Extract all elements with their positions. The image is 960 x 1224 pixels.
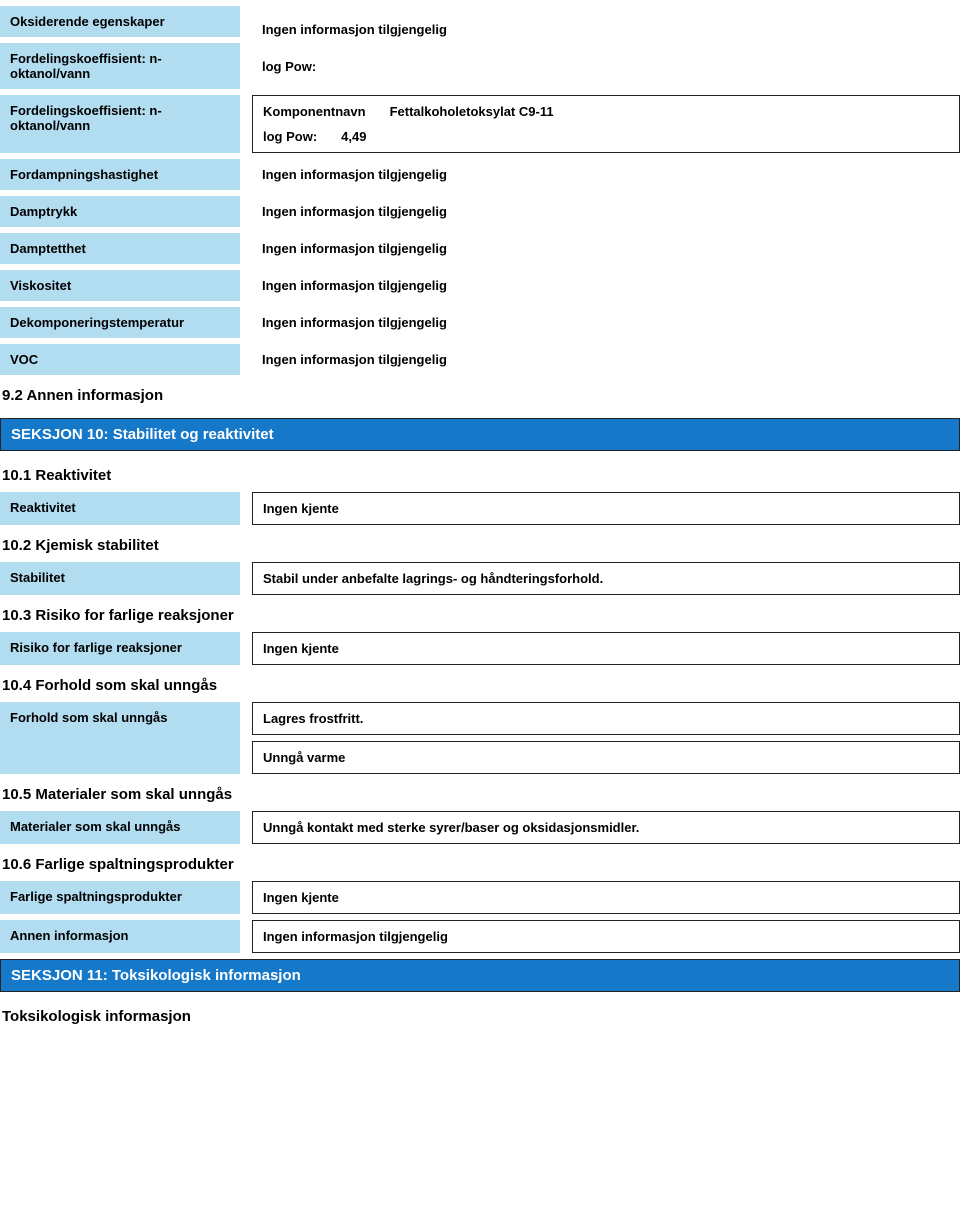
row-risiko: Risiko for farlige reaksjoner Ingen kjen… <box>0 632 960 665</box>
section-11-header: SEKSJON 11: Toksikologisk informasjon <box>0 959 960 992</box>
heading-10-5: 10.5 Materialer som skal unngås <box>0 780 960 811</box>
row-damptrykk: Damptrykk Ingen informasjon tilgjengelig <box>0 196 960 227</box>
komponentnavn-value: Fettalkoholetoksylat C9-11 <box>390 104 554 119</box>
row-fordeling2: Fordelingskoeffisient: n-oktanol/vann Ko… <box>0 95 960 153</box>
label-damptetthet: Damptetthet <box>0 233 240 264</box>
row-annen: Annen informasjon Ingen informasjon tilg… <box>0 920 960 953</box>
heading-10-1: 10.1 Reaktivitet <box>0 461 960 492</box>
label-farlige: Farlige spaltningsprodukter <box>0 881 240 914</box>
komponentnavn-label: Komponentnavn <box>263 104 366 119</box>
value-damptetthet: Ingen informasjon tilgjengelig <box>252 233 960 264</box>
heading-9-2: 9.2 Annen informasjon <box>0 381 960 412</box>
heading-10-6: 10.6 Farlige spaltningsprodukter <box>0 850 960 881</box>
row-damptetthet: Damptetthet Ingen informasjon tilgjengel… <box>0 233 960 264</box>
label-voc: VOC <box>0 344 240 375</box>
row-oksiderende-fordeling1: Oksiderende egenskaper Fordelingskoeffis… <box>0 6 960 89</box>
heading-10-4: 10.4 Forhold som skal unngås <box>0 671 960 702</box>
value-stabilitet: Stabil under anbefalte lagrings- og hånd… <box>252 562 960 595</box>
row-reaktivitet: Reaktivitet Ingen kjente <box>0 492 960 525</box>
label-oksiderende: Oksiderende egenskaper <box>0 6 240 37</box>
row-viskositet: Viskositet Ingen informasjon tilgjengeli… <box>0 270 960 301</box>
label-viskositet: Viskositet <box>0 270 240 301</box>
section-10-header: SEKSJON 10: Stabilitet og reaktivitet <box>0 418 960 451</box>
value-damptrykk: Ingen informasjon tilgjengelig <box>252 196 960 227</box>
value-fordeling2: Komponentnavn Fettalkoholetoksylat C9-11… <box>252 95 960 153</box>
row-farlige: Farlige spaltningsprodukter Ingen kjente <box>0 881 960 914</box>
value-voc: Ingen informasjon tilgjengelig <box>252 344 960 375</box>
row-fordampning: Fordampningshastighet Ingen informasjon … <box>0 159 960 190</box>
value-forhold-1: Lagres frostfritt. <box>252 702 960 735</box>
label-fordeling2: Fordelingskoeffisient: n-oktanol/vann <box>0 95 240 153</box>
logpow-value: 4,49 <box>341 129 366 144</box>
value-forhold-2: Unngå varme <box>252 741 960 774</box>
row-forhold: Forhold som skal unngås Lagres frostfrit… <box>0 702 960 774</box>
logpow-label: log Pow: <box>263 129 317 144</box>
value-fordampning: Ingen informasjon tilgjengelig <box>252 159 960 190</box>
row-voc: VOC Ingen informasjon tilgjengelig <box>0 344 960 375</box>
value-oksiderende: Ingen informasjon tilgjengelig <box>262 22 950 37</box>
row-dekomp: Dekomponeringstemperatur Ingen informasj… <box>0 307 960 338</box>
value-viskositet: Ingen informasjon tilgjengelig <box>252 270 960 301</box>
label-fordeling1: Fordelingskoeffisient: n-oktanol/vann <box>0 43 240 89</box>
value-reaktivitet: Ingen kjente <box>252 492 960 525</box>
heading-toks-info: Toksikologisk informasjon <box>0 1002 960 1033</box>
label-risiko: Risiko for farlige reaksjoner <box>0 632 240 665</box>
value-dekomp: Ingen informasjon tilgjengelig <box>252 307 960 338</box>
value-group-1: Ingen informasjon tilgjengelig log Pow: <box>252 6 960 89</box>
value-risiko: Ingen kjente <box>252 632 960 665</box>
label-damptrykk: Damptrykk <box>0 196 240 227</box>
value-farlige: Ingen kjente <box>252 881 960 914</box>
heading-10-3: 10.3 Risiko for farlige reaksjoner <box>0 601 960 632</box>
label-fordampning: Fordampningshastighet <box>0 159 240 190</box>
row-materialer: Materialer som skal unngås Unngå kontakt… <box>0 811 960 844</box>
row-stabilitet: Stabilitet Stabil under anbefalte lagrin… <box>0 562 960 595</box>
label-forhold: Forhold som skal unngås <box>0 702 240 774</box>
heading-10-2: 10.2 Kjemisk stabilitet <box>0 531 960 562</box>
value-fordeling1: log Pow: <box>262 59 950 74</box>
label-materialer: Materialer som skal unngås <box>0 811 240 844</box>
label-dekomp: Dekomponeringstemperatur <box>0 307 240 338</box>
value-materialer: Unngå kontakt med sterke syrer/baser og … <box>252 811 960 844</box>
value-annen: Ingen informasjon tilgjengelig <box>252 920 960 953</box>
label-annen: Annen informasjon <box>0 920 240 953</box>
label-stabilitet: Stabilitet <box>0 562 240 595</box>
label-reaktivitet: Reaktivitet <box>0 492 240 525</box>
